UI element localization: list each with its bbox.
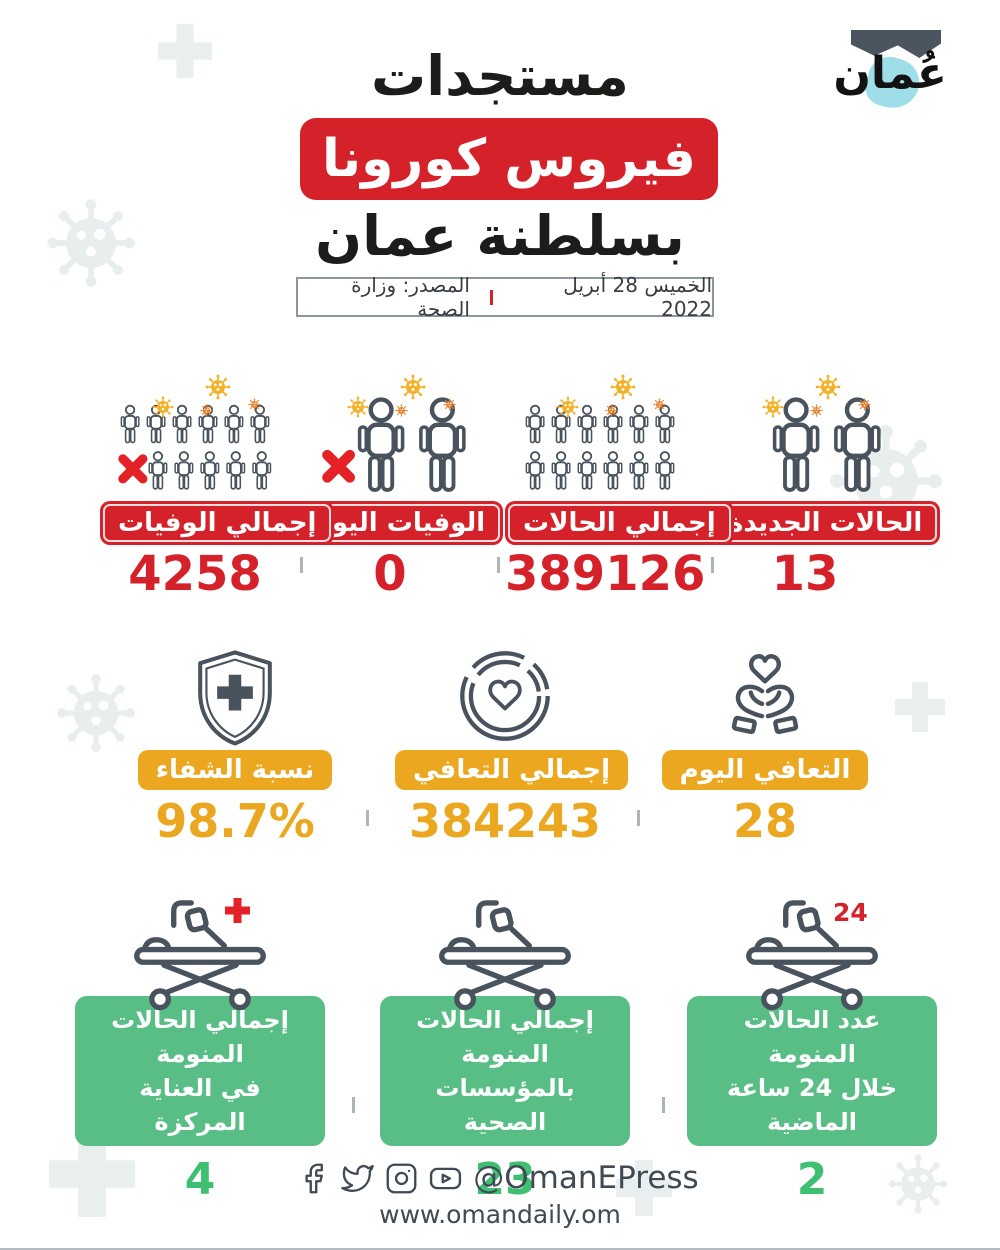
stat-value: 28 xyxy=(732,794,797,848)
title-line-updates: مستجدات xyxy=(370,44,629,108)
column-divider xyxy=(662,1097,665,1113)
stat-new-cases: الحالات الجديدة 13 xyxy=(710,366,941,602)
stat-value: 0 xyxy=(373,546,407,602)
stat-recovery-rate: نسبة الشفاء 98.7% xyxy=(125,648,345,844)
stat-total-cases: إجمالي الحالات 389126 xyxy=(505,366,734,602)
stat-value: 384243 xyxy=(408,794,602,848)
youtube-icon xyxy=(430,1167,462,1189)
virus-sprite-icon xyxy=(347,396,369,418)
stat-label-chip: إجمالي الحالات المنومة بالمؤسسات الصحية xyxy=(380,996,630,1147)
stat-total-deaths: إجمالي الوفيات 4258 xyxy=(100,366,335,602)
virus-sprite-icon xyxy=(200,404,213,417)
hospital-bed-icon xyxy=(432,896,578,1011)
virus-sprite-icon xyxy=(205,374,231,400)
column-divider xyxy=(711,557,714,573)
twitter-icon xyxy=(341,1164,375,1192)
logo-wordmark: عُمان xyxy=(833,48,947,99)
virus-sprite-icon xyxy=(557,396,579,418)
title-line-sultanate: بسلطنة عمان xyxy=(315,204,685,268)
stat-hospitalized-24h: 24 عدد الحالات المنومة خلال 24 ساعة الما… xyxy=(687,896,937,1202)
stat-value: 98.7% xyxy=(155,794,315,848)
stat-value: 2 xyxy=(796,1154,828,1206)
stat-hospitalized-icu: إجمالي الحالات المنومة في العناية المركز… xyxy=(75,896,325,1202)
virus-sprite-icon xyxy=(152,396,174,418)
crowd-deceased-icon xyxy=(116,404,272,490)
virus-sprite-icon xyxy=(858,398,871,411)
hands-holding-heart-icon xyxy=(731,654,799,735)
website-url: www.omandaily.om xyxy=(379,1200,621,1229)
title-highlight-banner: فيروس كورونا xyxy=(300,118,718,200)
oman-newspaper-logo: عُمان xyxy=(833,24,947,138)
heart-circle-icon xyxy=(460,651,550,741)
hospital-bed-icu-icon xyxy=(127,896,273,1011)
stat-value: 4258 xyxy=(128,546,262,602)
virus-sprite-icon xyxy=(762,396,784,418)
instagram-icon xyxy=(386,1163,417,1193)
stat-hospitalized-institutions: إجمالي الحالات المنومة بالمؤسسات الصحية … xyxy=(380,896,630,1202)
virus-sprite-icon xyxy=(443,398,456,411)
virus-sprite-icon xyxy=(605,404,618,417)
stat-label-chip: إجمالي الحالات المنومة في العناية المركز… xyxy=(75,996,325,1147)
stat-value: 389126 xyxy=(505,546,706,602)
stat-label-chip: إجمالي الحالات xyxy=(505,501,734,545)
column-divider xyxy=(366,810,369,826)
plus-decor-icon xyxy=(895,682,945,732)
date-source-bar: الخميس 28 أبريل 2022 المصدر: وزارة الصحة xyxy=(296,273,714,321)
stat-deaths-today: الوفيات اليوم 0 xyxy=(295,366,504,602)
red-divider-bar xyxy=(489,289,493,305)
virus-sprite-icon xyxy=(810,404,823,417)
virus-sprite-icon xyxy=(395,404,408,417)
stat-label-chip: الحالات الجديدة xyxy=(710,501,941,545)
virus-sprite-icon xyxy=(248,398,261,411)
shield-cross-icon xyxy=(198,650,272,746)
stat-label-chip: نسبة الشفاء xyxy=(137,750,333,790)
stat-label-chip: التعافي اليوم xyxy=(661,750,869,790)
virus-sprite-icon xyxy=(653,398,666,411)
stat-label-chip: إجمالي الوفيات xyxy=(100,501,335,545)
stat-recovered-today: التعافي اليوم 28 xyxy=(655,648,875,844)
virus-sprite-icon xyxy=(610,374,636,400)
stat-total-recovered: إجمالي التعافي 384243 xyxy=(395,648,629,848)
column-divider xyxy=(352,1097,355,1113)
title-highlight-text: فيروس كورونا xyxy=(322,129,696,189)
stat-label-chip: عدد الحالات المنومة خلال 24 ساعة الماضية xyxy=(687,996,937,1147)
stat-value: 4 xyxy=(184,1154,216,1206)
virus-sprite-icon xyxy=(815,374,841,400)
stat-label-chip: إجمالي التعافي xyxy=(395,750,629,790)
footer: @OmanEPress www.omandaily.om xyxy=(0,1160,1000,1229)
social-handle: @OmanEPress xyxy=(473,1160,699,1196)
stat-value: 13 xyxy=(771,546,839,602)
column-divider xyxy=(497,557,500,573)
column-divider xyxy=(300,557,303,573)
column-divider xyxy=(637,810,640,826)
source-text: المصدر: وزارة الصحة xyxy=(351,273,470,321)
date-text: الخميس 28 أبريل 2022 xyxy=(563,273,712,321)
stat-value: 23 xyxy=(474,1154,536,1206)
bottom-edge-line xyxy=(0,1248,1000,1250)
facebook-icon xyxy=(305,1163,324,1193)
virus-sprite-icon xyxy=(400,374,426,400)
badge-24h: 24 xyxy=(833,898,868,927)
crowd-icon xyxy=(525,404,675,490)
